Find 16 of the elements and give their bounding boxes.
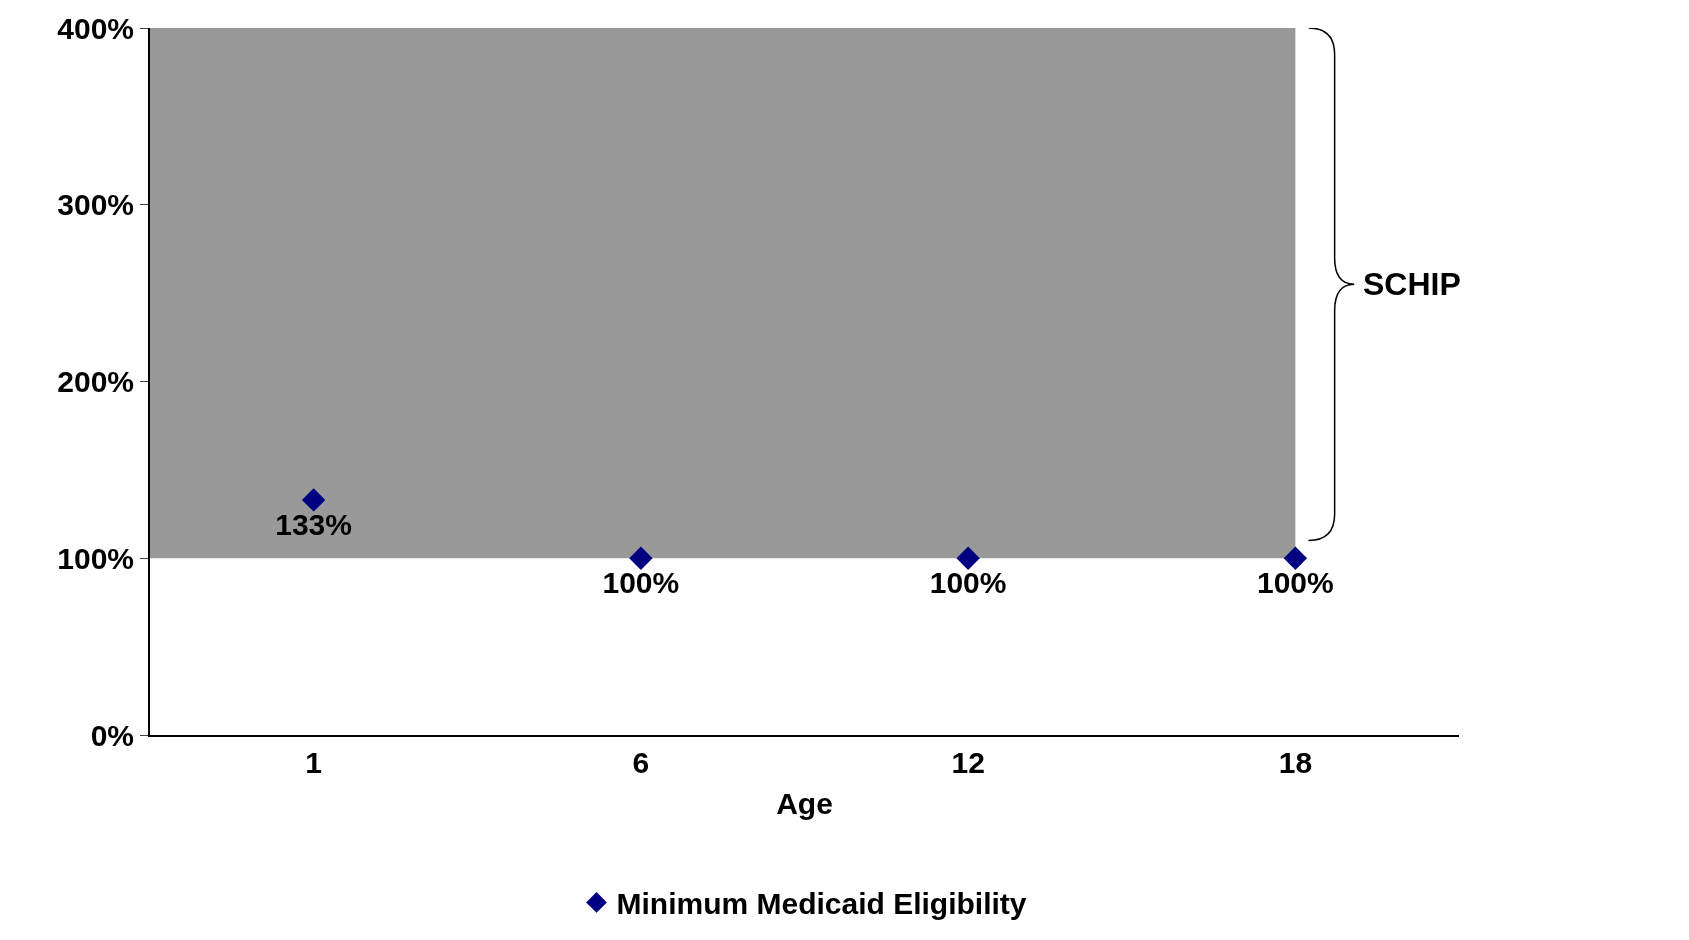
data-label: 100%: [602, 566, 680, 599]
x-tick-label: 18: [1278, 746, 1313, 779]
y-tick-label: 0%: [90, 718, 134, 752]
data-label: 100%: [1257, 566, 1334, 599]
y-tick-label: 400%: [57, 11, 134, 45]
y-tick-label: 100%: [57, 541, 134, 575]
legend-label: Minimum Medicaid Eligibility: [616, 887, 1027, 921]
data-label: 133%: [275, 507, 352, 541]
band-label: SCHIP: [1363, 266, 1461, 302]
y-tick-label: 300%: [57, 188, 134, 222]
x-axis-title: Age: [776, 787, 833, 820]
data-label: 100%: [929, 566, 1007, 599]
x-tick-label: 12: [951, 746, 985, 779]
y-tick-label: 200%: [57, 365, 134, 398]
x-tick-label: 6: [632, 746, 650, 779]
x-tick-label: 1: [305, 746, 322, 779]
